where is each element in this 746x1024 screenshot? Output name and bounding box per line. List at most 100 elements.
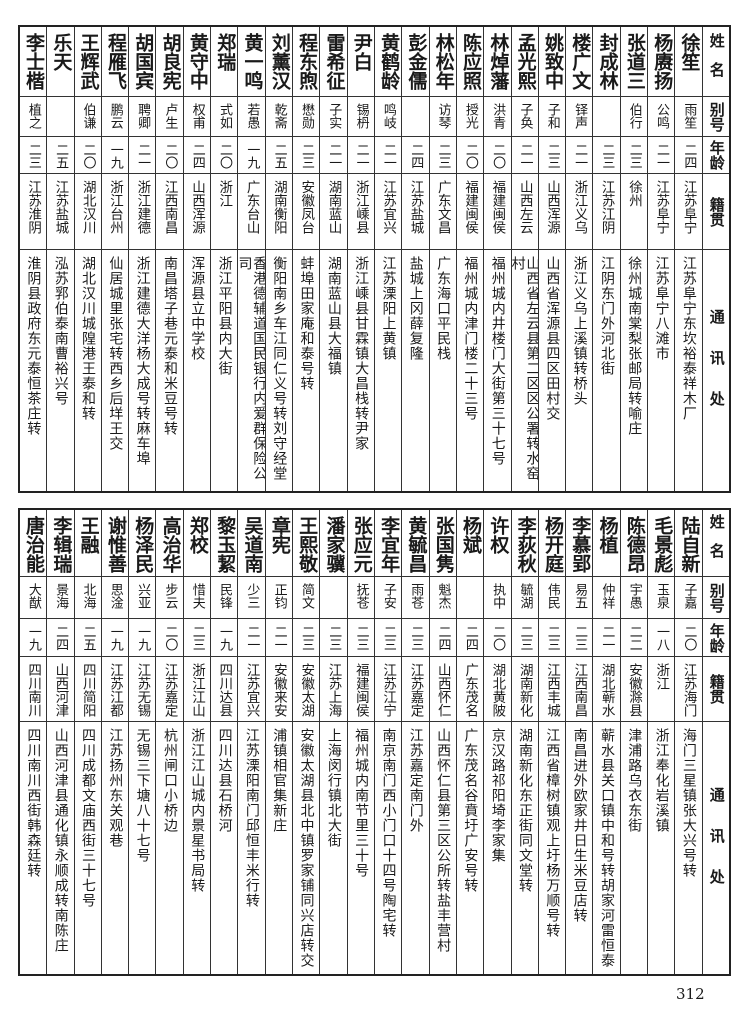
cell-place: 江苏宜兴 xyxy=(238,657,265,722)
person-place: 湖北汉川 xyxy=(79,180,96,234)
person-column: 胡国宾 聘卿 二一 浙江建德 浙江建德大洋杨大成号转麻车埠 xyxy=(128,27,156,491)
cell-alias xyxy=(402,97,429,137)
person-alias: 宇愚 xyxy=(626,583,642,609)
person-place: 福建闽侯 xyxy=(462,180,479,234)
person-alias: 大猷 xyxy=(25,583,41,609)
cell-alias: 子和 xyxy=(538,97,566,137)
person-column: 吴道南 少三 二一 江苏宜兴 江苏溧阳南门邱恒丰米行转 xyxy=(237,510,265,974)
person-column: 杨开庭 伟民 二三 江西丰城 江西省樟树镇观上圩杨万顺号转 xyxy=(537,510,566,974)
person-alias: 卢生 xyxy=(162,103,178,129)
cell-place: 广东茂名 xyxy=(456,657,484,722)
cell-age: 二一 xyxy=(566,137,593,174)
person-column: 林松年 访琴 二三 广东文昌 广东海口平民栈 xyxy=(428,27,456,491)
cell-age: 二四 xyxy=(429,619,456,657)
person-addr: 仙居城里张宅转西乡后垟王交 xyxy=(107,256,124,451)
person-addr: 海门三星镇张大兴号转 xyxy=(680,728,697,878)
cell-addr: 湖南新化东正街同文堂转 xyxy=(512,722,538,974)
cell-addr: 淮阴县政府东元泰恒茶庄转 xyxy=(20,250,46,491)
cell-age: 二四 xyxy=(183,137,211,174)
cell-alias: 雨笙 xyxy=(675,97,702,137)
person-place: 安徽来安 xyxy=(270,663,287,717)
person-name: 毛景彪 xyxy=(651,516,674,573)
person-column: 程东煦 懋勋 二三 安徽凤台 蚌埠田家庵和泰号转 xyxy=(292,27,320,491)
person-name: 王融 xyxy=(77,516,100,554)
person-age: 二〇 xyxy=(462,143,478,169)
cell-age: 一九 xyxy=(238,137,265,174)
cell-alias: 子嘉 xyxy=(675,577,702,619)
person-name: 程雁飞 xyxy=(104,33,127,90)
cell-name: 杨泽民 xyxy=(129,510,156,577)
person-addr: 江苏扬州东关观巷 xyxy=(107,728,124,848)
person-column: 郑瑞 式如 二〇 浙江 浙江平阳县内大街 xyxy=(210,27,238,491)
cell-alias: 景海 xyxy=(47,577,74,619)
cell-name: 孟光熙 xyxy=(511,27,538,97)
person-age: 二三 xyxy=(544,625,560,651)
person-alias: 步云 xyxy=(162,583,178,609)
cell-name: 徐笙 xyxy=(675,27,702,97)
person-alias: 惜夫 xyxy=(189,583,205,609)
person-column: 刘薰汉 乾斋 二五 湖南衡阳 衡阳南乡车江同仁义号转刘守经堂 xyxy=(264,27,292,491)
cell-alias: 乾斋 xyxy=(265,97,292,137)
person-name: 李宜年 xyxy=(378,516,401,573)
cell-age: 二三 xyxy=(593,137,620,174)
cell-addr: 衡阳南乡车江同仁义号转刘守经堂 xyxy=(266,250,292,491)
cell-name: 尹白 xyxy=(347,27,374,97)
person-column: 杨泽民 兴亚 一九 江苏无锡 无锡三下塘八十七号 xyxy=(128,510,156,974)
cell-name: 黎玉絜 xyxy=(211,510,238,577)
person-addr: 广东茂名谷賁圩广安号转 xyxy=(462,728,479,893)
person-age: 二三 xyxy=(25,143,41,169)
person-addr: 衡阳南乡车江同仁义号转刘守经堂 xyxy=(271,256,288,481)
cell-addr: 江苏阜宁八滩市 xyxy=(648,250,674,491)
header-label-addr: 通讯处 xyxy=(707,786,726,910)
cell-name: 林松年 xyxy=(429,27,456,97)
cell-age: 二三 xyxy=(429,137,456,174)
cell-addr: 安徽太湖县北中镇罗家铺同兴店转交 xyxy=(293,722,319,974)
cell-place: 江苏嘉定 xyxy=(156,657,183,722)
person-place: 湖南蓝山 xyxy=(325,180,342,234)
cell-name: 张国隽 xyxy=(429,510,456,577)
person-alias: 铎声 xyxy=(572,103,588,129)
cell-age: 二三 xyxy=(538,619,566,657)
cell-alias: 铎声 xyxy=(566,97,593,137)
cell-age: 二一 xyxy=(511,137,538,174)
cell-name: 杨斌 xyxy=(456,510,484,577)
cell-age: 二五 xyxy=(265,137,292,174)
cell-alias: 正钧 xyxy=(265,577,292,619)
header-label-place: 籍贯 xyxy=(707,196,726,227)
cell-place: 江西丰城 xyxy=(538,657,566,722)
person-column: 彭金儒 二四 江苏盐城 盐城上冈薛复隆 xyxy=(401,27,429,491)
person-name: 陈德昂 xyxy=(623,516,646,573)
cell-name: 楼广文 xyxy=(566,27,593,97)
cell-age: 二一 xyxy=(374,137,402,174)
person-name: 王辉武 xyxy=(77,33,100,90)
person-age: 二四 xyxy=(189,143,205,169)
cell-place: 山西河津 xyxy=(47,657,74,722)
person-place: 江苏上海 xyxy=(325,663,342,717)
cell-place: 江苏宜兴 xyxy=(374,174,402,250)
person-name: 张道三 xyxy=(623,33,646,90)
cell-age: 二三 xyxy=(347,619,374,657)
cell-addr: 广东海口平民栈 xyxy=(430,250,456,491)
roster-table-top: 姓名 别号 年龄 籍贯 通讯处 徐笙 雨笙 二四 江苏阜宁 江苏阜宁东坎裕泰祥木厂 杨赓扬 公鸣 二一江… xyxy=(18,25,731,493)
person-addr: 杭州闸口小桥边 xyxy=(161,728,178,833)
person-column: 张道三 伯行 二三 徐州 徐州城南棠梨张邮局转喻庄 xyxy=(619,27,648,491)
cell-name: 程东煦 xyxy=(293,27,320,97)
cell-age: 二一 xyxy=(129,137,156,174)
person-alias: 访琴 xyxy=(435,103,451,129)
cell-age: 二四 xyxy=(47,619,74,657)
cell-name: 郑校 xyxy=(183,510,211,577)
person-age: 二〇 xyxy=(490,625,506,651)
cell-addr: 浑源县立中学校 xyxy=(184,250,210,491)
header-label-name: 姓名 xyxy=(707,514,726,572)
person-column: 李辑瑞 景海 二四 山西河津 山西河津县通化镇永顺成转南陈庄 xyxy=(46,510,74,974)
person-age: 二三 xyxy=(408,625,424,651)
cell-age: 二三 xyxy=(511,619,538,657)
person-addr: 江苏阜宁东坎裕泰祥木厂 xyxy=(680,256,697,421)
cell-name: 胡国宾 xyxy=(129,27,156,97)
person-column: 雷希征 子实 二一 湖南蓝山 湖南蓝山县大福镇 xyxy=(319,27,347,491)
cell-age: 一九 xyxy=(211,619,238,657)
person-addr: 淮阴县政府东元泰恒茶庄转 xyxy=(25,256,42,436)
person-place: 浙江嵊县 xyxy=(352,180,369,234)
person-column: 林焯藩 洪青 二〇 福建闽侯 福州城内井楼门大街第三十七号 xyxy=(483,27,511,491)
person-alias: 执中 xyxy=(490,583,506,609)
